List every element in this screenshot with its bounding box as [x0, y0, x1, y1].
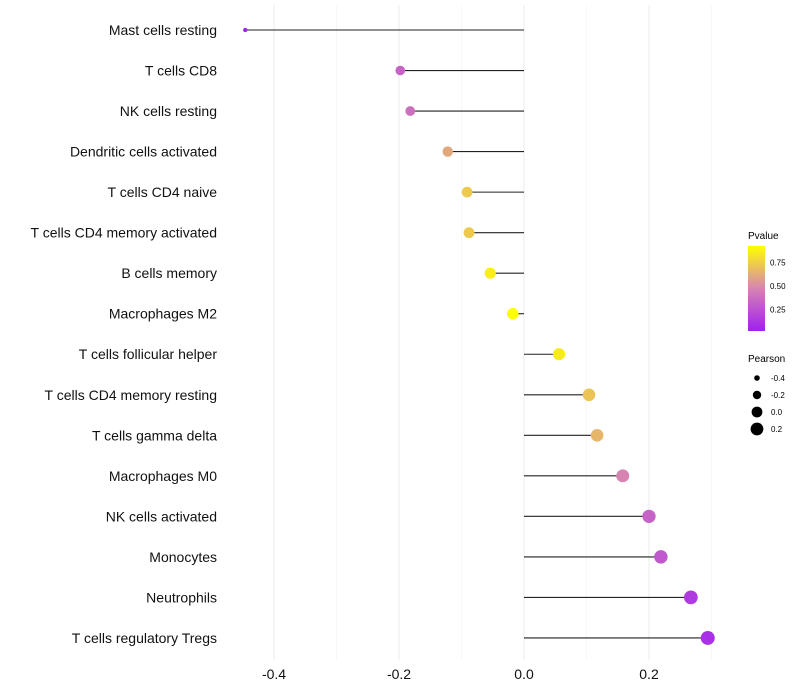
color-legend-title: Pvalue: [748, 231, 779, 242]
lollipop-row: T cells CD4 memory resting: [45, 387, 596, 403]
x-tick-label: -0.4: [262, 666, 286, 682]
lollipop-point: [442, 146, 453, 157]
lollipop-point: [405, 106, 416, 116]
lollipop-row: B cells memory: [121, 265, 524, 281]
lollipop-row: T cells regulatory Tregs: [72, 630, 715, 646]
lollipop-point: [552, 348, 566, 361]
legend: Pvalue 0.75 0.50 0.25 Pearson -0.4 -0.2 …: [748, 231, 786, 436]
color-tick-label: 0.25: [770, 306, 786, 315]
size-tick-label: 0.2: [771, 425, 783, 434]
lollipop-row: T cells CD4 naive: [108, 184, 524, 200]
x-tick-label: -0.2: [387, 666, 411, 682]
x-tick-label: 0.2: [639, 666, 659, 682]
category-label: Monocytes: [149, 549, 217, 565]
lollipop-point: [683, 590, 698, 605]
lollipop-row: Macrophages M0: [109, 468, 630, 484]
lollipop-point: [616, 469, 630, 483]
lollipop-row: T cells gamma delta: [92, 427, 604, 443]
category-label: NK cells resting: [120, 103, 217, 119]
lollipop-row: T cells follicular helper: [79, 346, 566, 362]
category-label: T cells CD4 naive: [108, 184, 218, 200]
lollipop-row: NK cells activated: [106, 508, 656, 524]
lollipop-row: NK cells resting: [120, 103, 524, 119]
lollipop-point: [507, 307, 519, 320]
category-label: Neutrophils: [146, 589, 217, 605]
category-label: T cells regulatory Tregs: [72, 630, 217, 646]
lollipop-point: [395, 65, 406, 76]
lollipop-point: [654, 550, 668, 564]
size-tick-label: -0.2: [771, 391, 785, 400]
color-tick-label: 0.50: [770, 282, 786, 291]
lollipop-point: [642, 509, 656, 524]
category-label: T cells follicular helper: [79, 346, 218, 362]
category-label: Macrophages M0: [109, 468, 217, 484]
lollipop-point: [484, 267, 496, 279]
lollipop-point: [700, 630, 715, 645]
category-label: T cells gamma delta: [92, 427, 217, 443]
category-label: Macrophages M2: [109, 306, 217, 322]
category-label: NK cells activated: [106, 508, 217, 524]
lollipop-row: T cells CD8: [145, 63, 524, 79]
x-tick-label: 0.0: [514, 666, 534, 682]
lollipop-row: T cells CD4 memory activated: [31, 225, 524, 241]
category-label: B cells memory: [121, 265, 217, 281]
category-label: Dendritic cells activated: [70, 144, 217, 160]
lollipop-point: [243, 27, 248, 33]
size-key-dot: [752, 390, 762, 400]
category-label: T cells CD4 memory resting: [45, 387, 217, 403]
lollipop-point: [461, 186, 473, 198]
category-label: T cells CD4 memory activated: [31, 225, 217, 241]
lollipop-row: Macrophages M2: [109, 306, 524, 322]
size-tick-label: -0.4: [771, 374, 785, 383]
color-tick-label: 0.75: [770, 259, 786, 268]
size-key-dot: [754, 375, 760, 381]
lollipop-row: Dendritic cells activated: [70, 144, 524, 160]
lollipop-row: Mast cells resting: [109, 22, 524, 38]
size-key-dot: [751, 406, 763, 418]
category-label: T cells CD8: [145, 63, 217, 79]
lollipop-row: Monocytes: [149, 549, 668, 565]
size-tick-label: 0.0: [771, 408, 783, 417]
category-label: Mast cells resting: [109, 22, 217, 38]
size-key-dot: [750, 422, 764, 436]
lollipop-point: [590, 428, 604, 442]
lollipop-row: Neutrophils: [146, 589, 698, 605]
color-bar: [748, 246, 765, 331]
lollipop-point: [582, 388, 596, 402]
lollipop-point: [463, 227, 475, 239]
size-legend-title: Pearson: [748, 354, 785, 365]
